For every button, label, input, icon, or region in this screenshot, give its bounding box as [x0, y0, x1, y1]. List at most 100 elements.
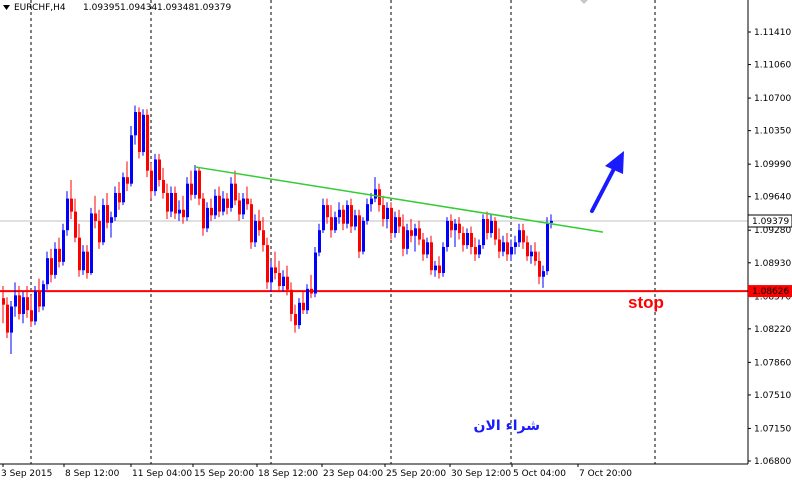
- candle: [430, 235, 433, 275]
- candle: [418, 220, 421, 246]
- candle-body: [222, 198, 225, 212]
- candle: [506, 233, 509, 261]
- candle: [546, 217, 549, 275]
- candle: [242, 192, 245, 220]
- candle: [206, 202, 209, 233]
- candle-body: [110, 217, 113, 223]
- candle: [398, 209, 401, 234]
- chart-shift-marker[interactable]: [580, 0, 588, 4]
- y-tick-label: 1.11060: [754, 61, 791, 71]
- candle: [358, 209, 361, 259]
- candle-body: [406, 230, 409, 249]
- candle-body: [226, 198, 229, 208]
- candle: [26, 286, 29, 318]
- candle: [62, 223, 65, 266]
- candle: [114, 186, 117, 221]
- candle: [318, 223, 321, 257]
- candle-body: [314, 252, 317, 294]
- candle-body: [218, 195, 221, 212]
- candle-body: [10, 306, 13, 333]
- stop-price-label: 1.08626: [752, 287, 789, 297]
- candle: [394, 211, 397, 238]
- candle: [118, 181, 121, 210]
- candle-body: [266, 245, 269, 283]
- candle-body: [378, 189, 381, 206]
- candle-body: [130, 135, 133, 184]
- candle: [82, 245, 85, 275]
- candle: [402, 214, 405, 257]
- candle-body: [530, 251, 533, 257]
- candle: [454, 219, 457, 247]
- candle: [222, 191, 225, 216]
- buy-now-annotation: شراء الان: [474, 418, 540, 434]
- price-labels: 1.09379 1.08626: [747, 214, 792, 298]
- x-tick-label: 5 Oct 04:00: [513, 469, 566, 479]
- symbol-dropdown-icon[interactable]: [3, 5, 10, 10]
- candle: [526, 235, 529, 261]
- y-tick-label: 1.06800: [754, 457, 791, 467]
- y-tick-label: 1.07150: [754, 424, 791, 434]
- candle-body: [434, 265, 437, 271]
- candle-body: [326, 205, 329, 218]
- candle-body: [322, 205, 325, 231]
- candle: [314, 246, 317, 298]
- candle: [530, 245, 533, 264]
- y-tick-label: 1.08220: [754, 325, 791, 335]
- candle-body: [546, 222, 549, 272]
- candle: [490, 214, 493, 238]
- candle-body: [422, 239, 425, 255]
- candle-body: [430, 242, 433, 271]
- candle: [438, 256, 441, 279]
- candle-body: [502, 242, 505, 252]
- candle-body: [462, 233, 465, 246]
- candle: [70, 179, 73, 220]
- candle-body: [98, 220, 101, 243]
- candle: [182, 195, 185, 224]
- candle: [466, 228, 469, 249]
- candle: [198, 167, 201, 206]
- candle: [178, 200, 181, 221]
- candle: [210, 198, 213, 221]
- candle-body: [250, 204, 253, 243]
- candle: [202, 192, 205, 236]
- candle: [170, 186, 173, 218]
- candle-body: [478, 245, 481, 255]
- candle-body: [270, 267, 273, 283]
- candle-body: [82, 251, 85, 271]
- candle-body: [342, 209, 345, 224]
- candle: [298, 298, 301, 329]
- candle: [310, 274, 313, 299]
- candle: [458, 217, 461, 240]
- candle: [306, 284, 309, 314]
- candle: [534, 242, 537, 266]
- x-tick-label: 18 Sep 12:00: [258, 469, 318, 479]
- candle-body: [118, 192, 121, 203]
- candle-body: [166, 192, 169, 212]
- candle-body: [418, 228, 421, 240]
- candle-body: [354, 215, 357, 227]
- candle: [78, 223, 81, 277]
- candle-body: [466, 233, 469, 246]
- candle: [338, 202, 341, 224]
- trendline[interactable]: [194, 166, 604, 233]
- candle: [98, 209, 101, 249]
- candle-body: [30, 310, 33, 322]
- candle-body: [450, 220, 453, 231]
- plot-area: [0, 0, 748, 464]
- candle-body: [330, 217, 333, 231]
- candle: [518, 223, 521, 247]
- candle-body: [286, 276, 289, 290]
- candle: [158, 153, 161, 187]
- candle-body: [298, 302, 301, 326]
- y-tick-label: 1.08930: [754, 259, 791, 269]
- candle: [290, 282, 293, 322]
- candle-body: [178, 209, 181, 214]
- candle-body: [174, 192, 177, 214]
- candle: [94, 195, 97, 229]
- candle: [494, 217, 497, 246]
- candle: [510, 239, 513, 261]
- candle-body: [46, 258, 49, 285]
- candle-body: [78, 237, 81, 271]
- candle: [366, 198, 369, 225]
- candle: [414, 223, 417, 252]
